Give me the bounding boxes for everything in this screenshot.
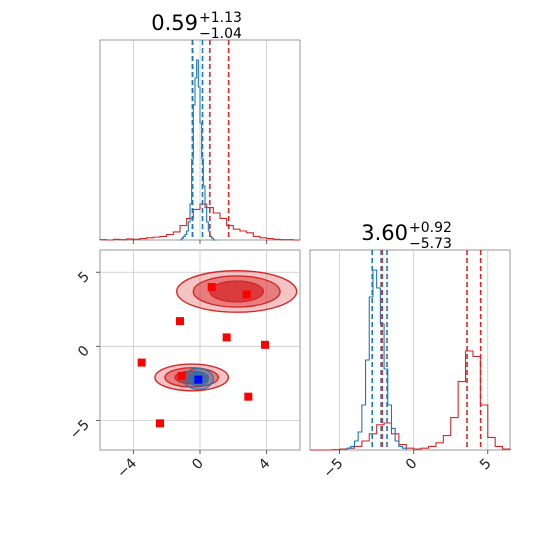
hist-panel-param1-ticks <box>132 240 268 244</box>
title-param1-minus: −1.04 <box>199 26 242 42</box>
hist2-tick-label: 0 <box>403 456 421 474</box>
joint-panel: −4 0 4 −5 0 5 <box>67 249 301 481</box>
joint-panel-contours <box>154 270 298 392</box>
joint-sample-point <box>156 419 164 428</box>
joint-sample-point <box>176 317 184 326</box>
title-param2-minus: −5.73 <box>409 236 452 252</box>
joint-panel-points <box>137 283 269 428</box>
hist2-series-1 <box>346 269 407 450</box>
joint-truth-point <box>194 375 203 384</box>
hist2-tick-label: −5 <box>321 456 347 482</box>
title-param2: 3.60 <box>361 221 408 245</box>
joint-y-tick-label: 5 <box>75 269 93 287</box>
hist-panel-param1-series <box>99 59 300 241</box>
hist1-series-1 <box>180 59 217 241</box>
hist-panel-param1-quantiles <box>191 40 230 240</box>
hist-panel-param2-quantiles <box>371 250 482 450</box>
hist-panel-param1: 0.59 +1.13 −1.04 <box>99 10 301 244</box>
title-param2-median: 3.60 <box>361 221 408 245</box>
hist-panel-param2-frame <box>309 249 511 451</box>
hist2-tick-label: 5 <box>477 456 495 474</box>
joint-sample-point <box>207 283 216 292</box>
joint-x-tick-label: −4 <box>114 455 140 481</box>
joint-sample-point <box>242 290 251 299</box>
joint-y-tick-label: 0 <box>75 343 93 361</box>
title-param1-plus: +1.13 <box>199 10 242 26</box>
joint-sample-point <box>137 358 146 367</box>
hist-panel-param2: −5 0 5 3.60 +0.92 −5.73 <box>309 220 511 481</box>
joint-sample-point <box>244 392 253 401</box>
joint-x-tick-label: 4 <box>256 455 274 473</box>
joint-sample-point <box>261 340 269 349</box>
joint-x-tick-label: 0 <box>189 456 207 474</box>
hist-panel-param2-ticks: −5 0 5 <box>321 450 495 481</box>
hist-panel-param1-grid <box>132 40 268 240</box>
joint-sample-point <box>177 371 186 380</box>
title-param1: 0.59 <box>151 11 198 35</box>
joint-sample-point <box>222 333 231 342</box>
title-param1-median: 0.59 <box>151 11 198 35</box>
title-param2-plus: +0.92 <box>409 220 452 236</box>
hist1-series-0 <box>99 203 300 241</box>
joint-y-tick-label: −5 <box>67 417 93 443</box>
joint-contour-secondary-0-2 <box>209 280 265 303</box>
